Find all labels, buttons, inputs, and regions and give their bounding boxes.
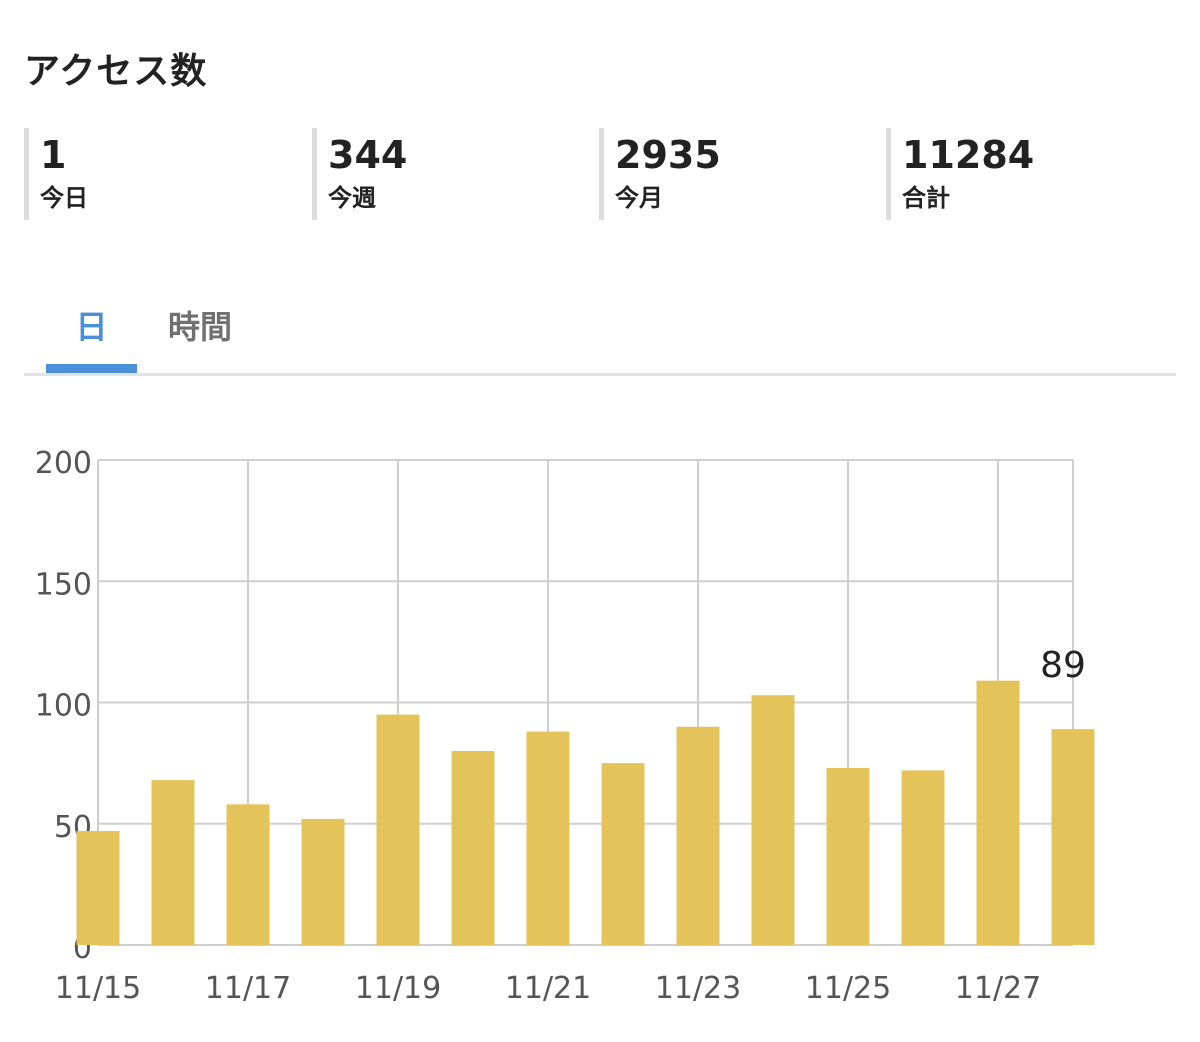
stat-month-label: 今月 xyxy=(615,184,663,212)
stat-week-label: 今週 xyxy=(328,184,376,212)
stat-week: 344 今週 xyxy=(312,128,574,220)
x-tick-label: 11/15 xyxy=(55,971,141,1006)
bar-11-19 xyxy=(376,714,420,945)
bar-11-15 xyxy=(76,831,120,945)
x-tick-label: 11/17 xyxy=(205,971,291,1006)
bar-11-26 xyxy=(901,770,945,945)
stat-month: 2935 今月 xyxy=(599,128,861,220)
bar-11-24 xyxy=(751,695,795,945)
bar-11-22 xyxy=(601,763,645,945)
stat-week-value: 344 xyxy=(328,133,408,177)
x-tick-label: 11/27 xyxy=(955,971,1041,1006)
x-tick-label: 11/23 xyxy=(655,971,741,1006)
bar-data-label: 89 xyxy=(1040,645,1086,686)
bar-11-28 xyxy=(1051,729,1095,945)
bar-11-20 xyxy=(451,751,495,945)
stat-month-value: 2935 xyxy=(615,133,721,177)
y-tick-label: 100 xyxy=(35,689,92,724)
stat-total-value: 11284 xyxy=(902,133,1035,177)
bar-11-21 xyxy=(526,731,570,945)
stat-today-value: 1 xyxy=(40,133,67,177)
stat-total: 11284 合計 xyxy=(886,128,1148,220)
tab-hour[interactable]: 時間 xyxy=(167,308,232,346)
stat-today-label: 今日 xyxy=(40,184,88,212)
y-tick-label: 150 xyxy=(35,567,92,602)
tab-day[interactable]: 日 xyxy=(46,290,137,373)
x-tick-label: 11/21 xyxy=(505,971,591,1006)
bar-11-27 xyxy=(976,680,1020,945)
x-tick-label: 11/25 xyxy=(805,971,891,1006)
stats-summary: 1 今日 344 今週 2935 今月 11284 合計 xyxy=(24,128,1176,220)
page-title: アクセス数 xyxy=(24,51,208,92)
bar-11-16 xyxy=(151,780,195,945)
bar-11-17 xyxy=(226,804,270,945)
bar-11-18 xyxy=(301,818,345,945)
stat-total-label: 合計 xyxy=(902,184,950,212)
y-tick-label: 200 xyxy=(35,446,92,481)
stat-today: 1 今日 xyxy=(24,128,286,220)
period-tabs: 日 時間 xyxy=(24,290,1176,376)
x-tick-label: 11/19 xyxy=(355,971,441,1006)
bar-11-23 xyxy=(676,726,720,945)
bar-11-25 xyxy=(826,767,870,945)
